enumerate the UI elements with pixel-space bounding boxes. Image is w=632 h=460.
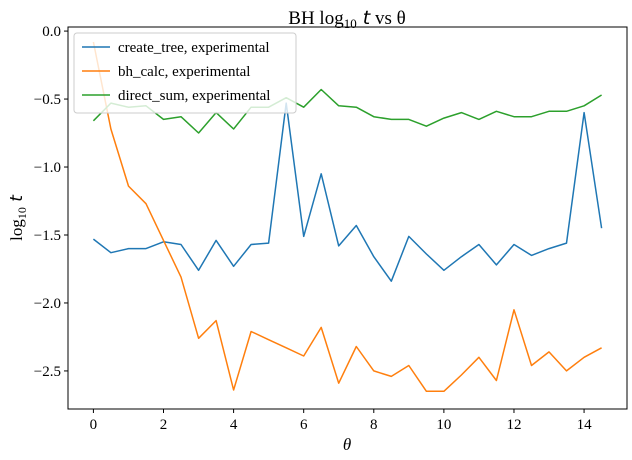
legend-label: create_tree, experimental — [118, 40, 270, 56]
y-tick-label: 0.0 — [42, 24, 61, 40]
ylabel-variable: t — [7, 194, 27, 207]
series-line-create-tree — [92, 102, 603, 282]
y-tick-label: −2.5 — [34, 364, 61, 380]
title-prefix: BH log — [288, 8, 344, 29]
x-tick-label: 2 — [160, 417, 168, 433]
y-tick-label: −0.5 — [34, 92, 61, 108]
x-tick-label: 8 — [370, 417, 378, 433]
y-tick-label: −1.0 — [34, 160, 61, 176]
x-tick-label: 4 — [230, 417, 238, 433]
ylabel-subscript: 10 — [15, 207, 29, 219]
title-suffix: vs θ — [370, 8, 406, 29]
series-line-direct-sum — [92, 88, 602, 134]
plot-frame — [67, 26, 628, 410]
x-axis-label: θ — [343, 435, 351, 454]
x-tick-label: 12 — [506, 417, 521, 433]
legend-label: direct_sum, experimental — [118, 88, 270, 104]
x-tick-label: 14 — [577, 417, 593, 433]
y-tick-label: −2.0 — [34, 296, 61, 312]
series-line-bh-calc — [92, 41, 602, 393]
legend-label: bh_calc, experimental — [118, 64, 250, 80]
title-subscript: 10 — [344, 16, 357, 31]
x-tick-label: 10 — [436, 417, 451, 433]
x-axis: 0 2 4 6 8 10 12 14 — [90, 409, 592, 433]
x-tick-label: 6 — [300, 417, 308, 433]
plot-lines — [92, 41, 603, 393]
legend-box — [73, 32, 297, 114]
ylabel-prefix: log — [7, 219, 26, 241]
y-axis-label: log10 t — [7, 194, 29, 241]
y-axis: 0.0 −0.5 −1.0 −1.5 −2.0 −2.5 — [34, 24, 68, 380]
x-tick-label: 0 — [90, 417, 98, 433]
chart-title: BH log10 t vs θ — [288, 7, 405, 31]
y-tick-label: −1.5 — [34, 228, 61, 244]
legend: create_tree, experimental bh_calc, experi… — [73, 32, 297, 114]
title-variable: t — [357, 7, 372, 29]
